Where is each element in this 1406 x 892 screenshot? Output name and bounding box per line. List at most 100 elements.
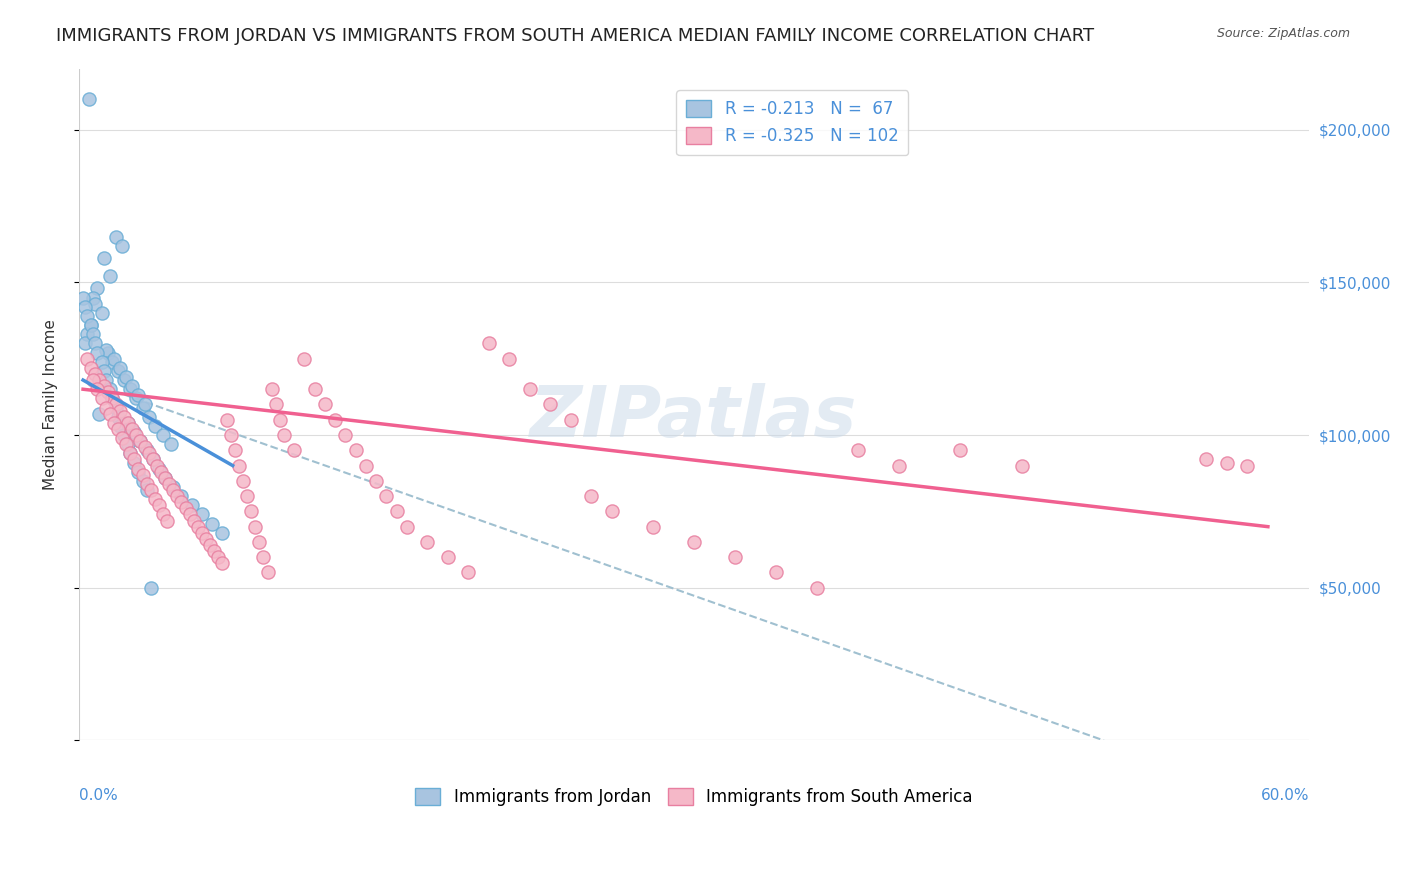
Point <box>108 360 131 375</box>
Point <box>117 437 139 451</box>
Point <box>143 492 166 507</box>
Point <box>90 392 112 406</box>
Point <box>228 458 250 473</box>
Point <box>202 544 225 558</box>
Point <box>90 306 112 320</box>
Point <box>153 471 176 485</box>
Point <box>111 238 134 252</box>
Point <box>82 327 104 342</box>
Point <box>76 351 98 366</box>
Point <box>683 535 706 549</box>
Point <box>166 489 188 503</box>
Point <box>1011 458 1033 473</box>
Point <box>724 550 747 565</box>
Point <box>581 489 603 503</box>
Point <box>191 525 214 540</box>
Point <box>138 409 160 424</box>
Point <box>134 397 156 411</box>
Point <box>93 379 115 393</box>
Point <box>124 425 146 439</box>
Point <box>846 443 869 458</box>
Point <box>142 452 165 467</box>
Point <box>179 508 201 522</box>
Text: 0.0%: 0.0% <box>79 788 118 803</box>
Point <box>104 397 127 411</box>
Point <box>135 483 157 497</box>
Point <box>107 409 129 424</box>
Point <box>224 443 246 458</box>
Point <box>269 413 291 427</box>
Point <box>76 309 98 323</box>
Point <box>82 291 104 305</box>
Point <box>560 413 582 427</box>
Point <box>138 446 160 460</box>
Point <box>323 413 346 427</box>
Point <box>142 452 165 467</box>
Point <box>125 392 148 406</box>
Point <box>90 355 112 369</box>
Point <box>375 489 398 503</box>
Legend: Immigrants from Jordan, Immigrants from South America: Immigrants from Jordan, Immigrants from … <box>409 781 979 813</box>
Point <box>1195 452 1218 467</box>
Point <box>75 300 97 314</box>
Point <box>219 428 242 442</box>
Point <box>84 296 107 310</box>
Point <box>260 382 283 396</box>
Point <box>131 467 153 482</box>
Point <box>174 501 197 516</box>
Point <box>457 566 479 580</box>
Point <box>236 489 259 503</box>
Point <box>98 269 121 284</box>
Point <box>112 373 135 387</box>
Point <box>107 364 129 378</box>
Point <box>273 428 295 442</box>
Point <box>100 355 122 369</box>
Point <box>215 413 238 427</box>
Point <box>100 392 122 406</box>
Point <box>124 456 146 470</box>
Point <box>131 474 153 488</box>
Point <box>104 229 127 244</box>
Point <box>84 367 107 381</box>
Point <box>887 458 910 473</box>
Point <box>160 437 183 451</box>
Point <box>127 465 149 479</box>
Point <box>162 480 184 494</box>
Point <box>232 474 254 488</box>
Point <box>416 535 439 549</box>
Point <box>112 428 135 442</box>
Point <box>100 392 122 406</box>
Point <box>187 519 209 533</box>
Point <box>129 434 152 449</box>
Point <box>115 437 138 451</box>
Point <box>139 483 162 497</box>
Point <box>245 519 267 533</box>
Point <box>98 382 121 396</box>
Point <box>949 443 972 458</box>
Point <box>135 476 157 491</box>
Point <box>247 535 270 549</box>
Point <box>97 345 120 359</box>
Point <box>135 443 157 458</box>
Point <box>314 397 336 411</box>
Point <box>120 446 142 460</box>
Point <box>107 422 129 436</box>
Point <box>72 291 94 305</box>
Point <box>131 401 153 415</box>
Point <box>211 525 233 540</box>
Point <box>149 465 172 479</box>
Point <box>211 557 233 571</box>
Point <box>129 434 152 449</box>
Point <box>76 327 98 342</box>
Point <box>94 373 117 387</box>
Point <box>86 382 108 396</box>
Point <box>148 461 170 475</box>
Point <box>94 401 117 415</box>
Point <box>335 428 357 442</box>
Point <box>117 416 139 430</box>
Point <box>170 489 193 503</box>
Text: Source: ZipAtlas.com: Source: ZipAtlas.com <box>1216 27 1350 40</box>
Point <box>385 504 408 518</box>
Point <box>240 504 263 518</box>
Point <box>256 566 278 580</box>
